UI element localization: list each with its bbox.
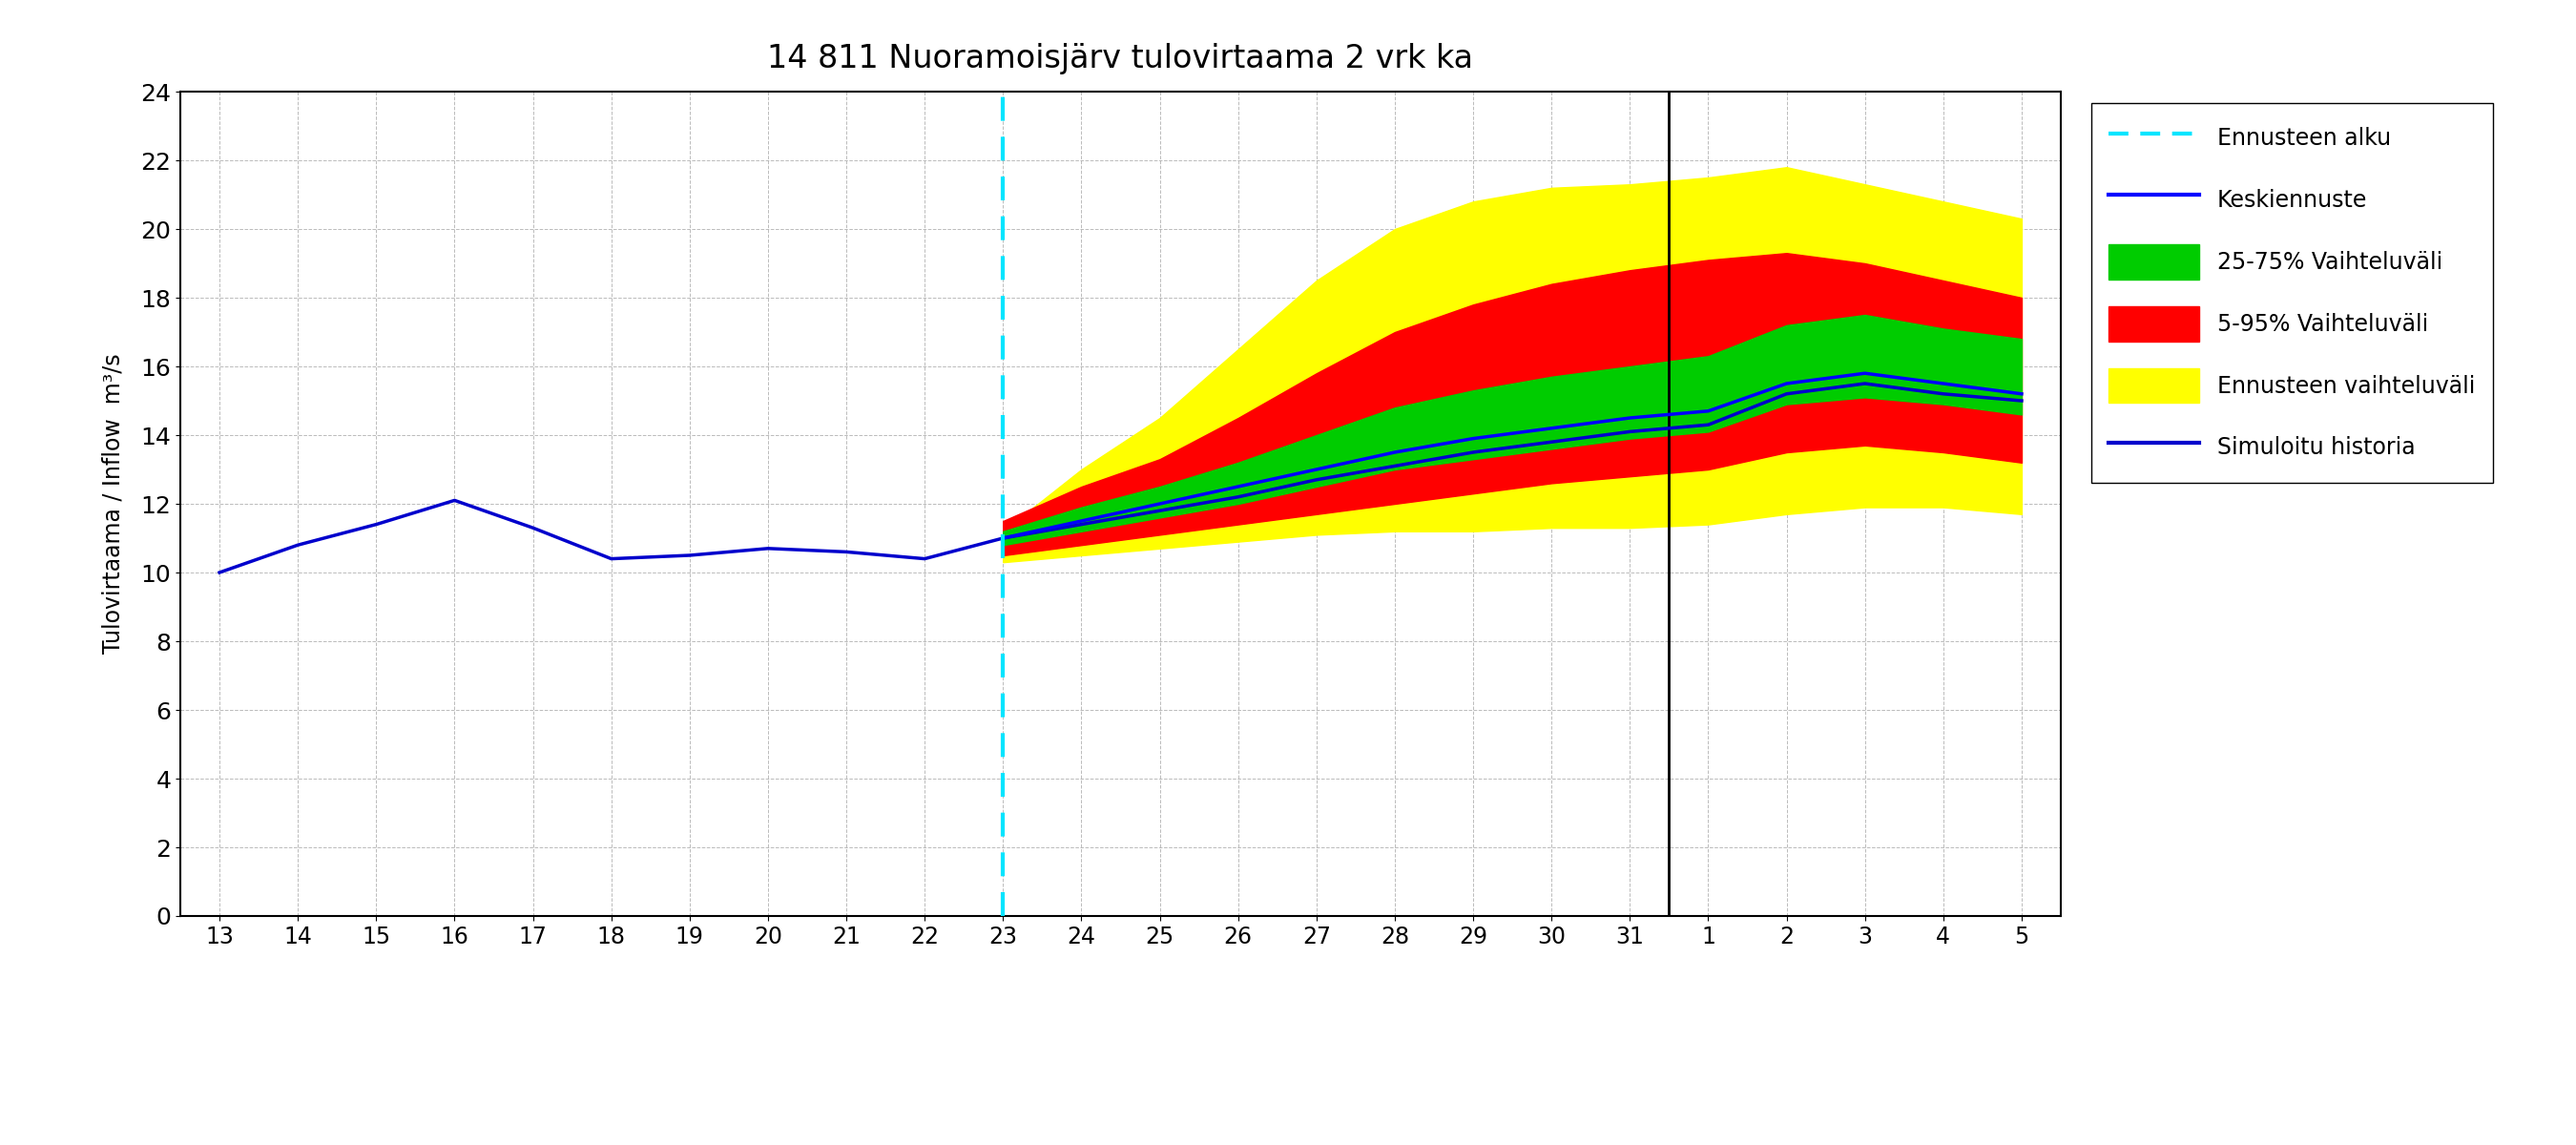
Legend: Ennusteen alku, Keskiennuste, 25-75% Vaihteluväli, 5-95% Vaihteluväli, Ennusteen: Ennusteen alku, Keskiennuste, 25-75% Vai… <box>2092 103 2494 483</box>
Y-axis label: Tulovirtaama / Inflow  m³/s: Tulovirtaama / Inflow m³/s <box>100 354 124 654</box>
Title: 14 811 Nuoramoisjärv tulovirtaama 2 vrk ka: 14 811 Nuoramoisjärv tulovirtaama 2 vrk … <box>768 42 1473 74</box>
